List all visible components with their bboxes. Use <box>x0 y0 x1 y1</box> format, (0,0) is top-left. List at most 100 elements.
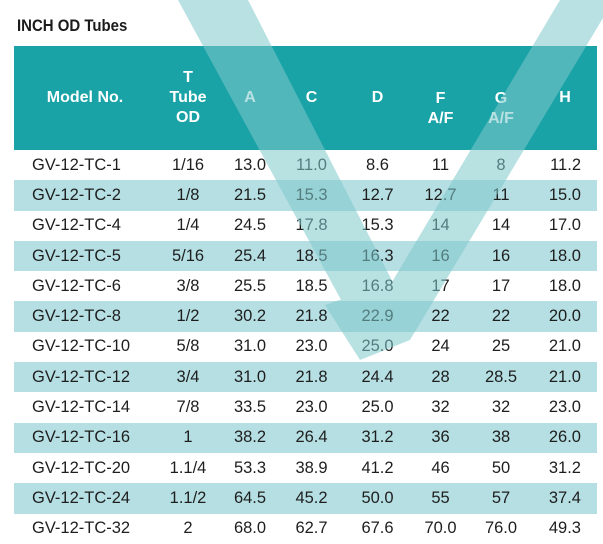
value-cell: 22.9 <box>343 301 412 332</box>
value-cell: 16.3 <box>343 240 412 272</box>
table-row: GV-12-TC-20 1.1/4 53.3 38.9 41.2 46 50 31.2 <box>14 453 597 483</box>
column-header-line: OD <box>176 109 200 126</box>
value-cell: 38 <box>469 422 533 453</box>
column-header: F A/F <box>412 46 469 150</box>
column-header: C <box>280 46 343 150</box>
model-cell: GV-12-TC-2 <box>14 180 156 211</box>
value-cell: 18.0 <box>548 276 581 295</box>
model-cell: GV-12-TC-14 <box>32 398 131 417</box>
value-cell: 26.4 <box>280 422 343 453</box>
value-cell: 1.1/4 <box>169 458 207 477</box>
column-header-line: Model No. <box>46 89 124 106</box>
column-header-line: F <box>435 90 446 107</box>
value-cell: 21.0 <box>548 337 581 356</box>
value-cell: 49.3 <box>548 519 581 538</box>
value-cell: 17.0 <box>548 216 581 235</box>
model-cell: GV-12-TC-5 <box>14 240 156 272</box>
value-cell: 41.2 <box>361 458 394 477</box>
value-cell: 24 <box>431 337 450 356</box>
column-header-line: Tube <box>169 89 207 106</box>
column-header: H <box>533 46 597 150</box>
value-cell: 31.0 <box>233 337 267 356</box>
value-cell: 15.3 <box>280 180 343 211</box>
table-row: GV-12-TC-24 1.1/2 64.5 45.2 50.0 55 57 37.4 <box>14 483 597 514</box>
value-cell: 17.8 <box>295 216 328 235</box>
value-cell: 16 <box>412 240 469 272</box>
model-cell: GV-12-TC-10 <box>32 337 131 356</box>
value-cell: 31.2 <box>343 422 412 453</box>
value-cell: 11 <box>431 155 450 174</box>
value-cell: 5/8 <box>176 337 200 356</box>
column-header-line: C <box>305 89 318 106</box>
model-cell: GV-12-TC-32 <box>32 519 131 538</box>
table-header: Model No. T Tube OD A C D F A/F G A/F H <box>14 46 597 150</box>
column-header: A <box>220 46 280 150</box>
value-cell: 46 <box>431 458 450 477</box>
value-cell: 24.5 <box>233 216 267 235</box>
value-cell: 25.0 <box>361 337 394 356</box>
value-cell: 50.0 <box>343 483 412 514</box>
value-cell: 1/2 <box>156 301 220 332</box>
value-cell: 15.0 <box>533 180 597 211</box>
model-cell: GV-12-TC-24 <box>14 483 156 514</box>
table-row: GV-12-TC-12 3/4 31.0 21.8 24.4 28 28.5 21.0 <box>14 362 597 393</box>
value-cell: 67.6 <box>361 519 394 538</box>
model-cell: GV-12-TC-12 <box>14 362 156 393</box>
value-cell: 22 <box>469 301 533 332</box>
value-cell: 23.0 <box>548 398 581 417</box>
value-cell: 20.0 <box>533 301 597 332</box>
value-cell: 38.2 <box>220 422 280 453</box>
value-cell: 18.5 <box>295 276 328 295</box>
value-cell: 31.0 <box>220 362 280 393</box>
value-cell: 17 <box>491 276 511 295</box>
value-cell: 28.5 <box>469 362 533 393</box>
value-cell: 64.5 <box>220 483 280 514</box>
column-header-line: T <box>183 69 193 86</box>
value-cell: 21.5 <box>220 180 280 211</box>
value-cell: 32 <box>431 398 450 417</box>
model-cell: GV-12-TC-4 <box>32 216 121 235</box>
value-cell: 37.4 <box>533 483 597 514</box>
model-cell: GV-12-TC-1 <box>32 155 121 174</box>
value-cell: 2 <box>183 519 193 538</box>
value-cell: 1/16 <box>171 155 205 174</box>
column-header: G A/F <box>469 46 533 150</box>
value-cell: 17 <box>431 276 450 295</box>
value-cell: 13.0 <box>233 155 267 174</box>
table-body: GV-12-TC-1 1/16 13.0 11.0 8.6 11 8 11.2 GV-12-TC… <box>14 150 597 544</box>
model-cell: GV-12-TC-6 <box>32 276 121 295</box>
value-cell: 12.7 <box>343 180 412 211</box>
model-cell: GV-12-TC-20 <box>32 458 131 477</box>
table-row: GV-12-TC-16 1 38.2 26.4 31.2 36 38 26.0 <box>14 422 597 453</box>
model-cell: GV-12-TC-8 <box>14 301 156 332</box>
value-cell: 1.1/2 <box>156 483 220 514</box>
value-cell: 1 <box>156 422 220 453</box>
value-cell: 21.8 <box>280 362 343 393</box>
value-cell: 5/16 <box>156 240 220 272</box>
table-row: GV-12-TC-4 1/4 24.5 17.8 15.3 14 14 17.0 <box>14 211 597 241</box>
table-row: GV-12-TC-6 3/8 25.5 18.5 16.8 17 17 18.0 <box>14 271 597 301</box>
value-cell: 32 <box>491 398 511 417</box>
table-row: GV-12-TC-32 2 68.0 62.7 67.6 70.0 76.0 49.3 <box>14 514 597 544</box>
value-cell: 15.3 <box>361 216 394 235</box>
value-cell: 21.0 <box>533 362 597 393</box>
value-cell: 18.0 <box>533 240 597 272</box>
value-cell: 7/8 <box>176 398 200 417</box>
value-cell: 12.7 <box>412 180 469 211</box>
value-cell: 68.0 <box>233 519 267 538</box>
value-cell: 33.5 <box>233 398 267 417</box>
value-cell: 23.0 <box>295 398 328 417</box>
spec-table: Model No. T Tube OD A C D F A/F G A/F H GV-12-TC-1 1… <box>14 46 597 544</box>
model-cell: GV-12-TC-16 <box>14 422 156 453</box>
value-cell: 38.9 <box>295 458 328 477</box>
value-cell: 55 <box>412 483 469 514</box>
header-row: Model No. T Tube OD A C D F A/F G A/F H <box>14 46 597 150</box>
value-cell: 3/4 <box>156 362 220 393</box>
value-cell: 22 <box>412 301 469 332</box>
value-cell: 50 <box>491 458 511 477</box>
value-cell: 26.0 <box>533 422 597 453</box>
column-header: D <box>343 46 412 150</box>
table-row: GV-12-TC-5 5/16 25.4 18.5 16.3 16 16 18.0 <box>14 240 597 272</box>
value-cell: 14 <box>431 216 450 235</box>
value-cell: 70.0 <box>424 519 457 538</box>
